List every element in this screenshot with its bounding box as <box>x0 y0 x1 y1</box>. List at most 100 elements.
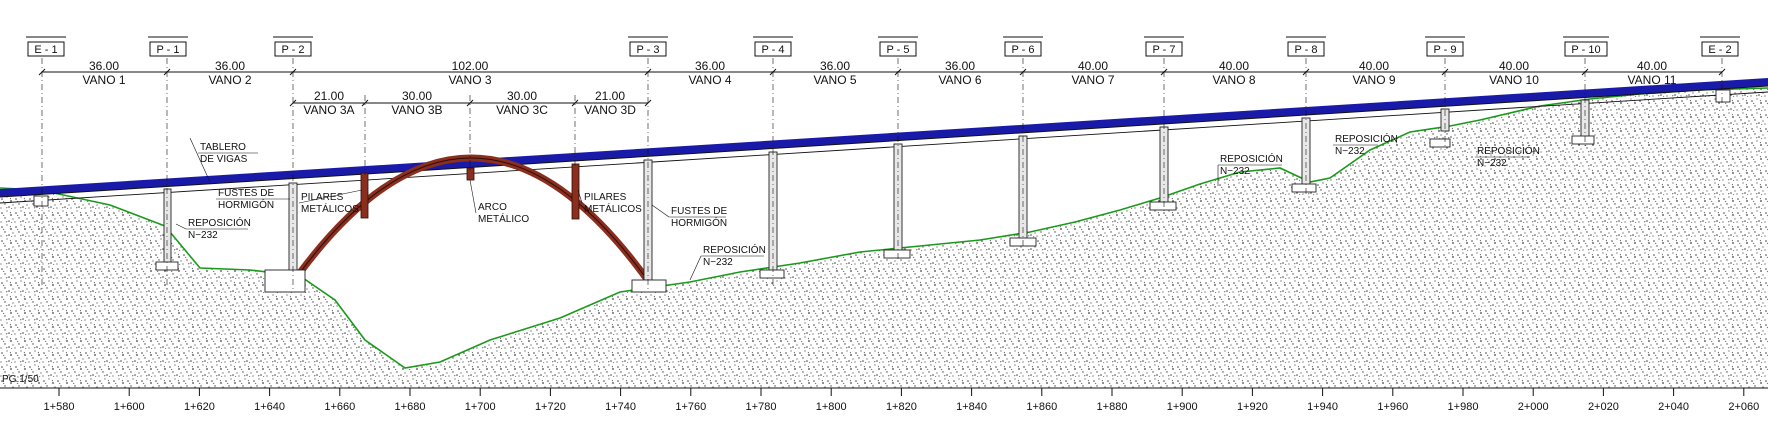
svg-text:P - 7: P - 7 <box>1152 44 1175 56</box>
span-3-length: 102.00 <box>452 59 489 73</box>
station-label: 1+840 <box>956 401 987 413</box>
callouts: TABLERO DE VIGAS FUSTES DE HORMIGÓN PILA… <box>2 132 1540 385</box>
svg-text:HORMIGÓN: HORMIGÓN <box>671 216 727 229</box>
station-label: 1+660 <box>324 401 355 413</box>
station-label: 1+620 <box>184 401 215 413</box>
svg-text:REPOSICIÓN: REPOSICIÓN <box>1220 152 1283 165</box>
svg-text:30.00: 30.00 <box>507 89 537 103</box>
svg-text:P - 2: P - 2 <box>281 44 304 56</box>
span-8-name: VANO 8 <box>1212 73 1255 87</box>
span-11-length: 40.00 <box>1637 59 1667 73</box>
station-label: 1+940 <box>1307 401 1338 413</box>
callout-pilares-left: PILARES METÁLICOS <box>298 189 363 215</box>
callout-reposicion-5: REPOSICIÓN N−232 <box>1475 144 1540 169</box>
span-dimension-line <box>38 68 1726 76</box>
support-tag-p4: P - 4 <box>753 36 793 285</box>
terrain-fill <box>0 88 1768 388</box>
station-label: 1+820 <box>886 401 917 413</box>
svg-text:P - 5: P - 5 <box>886 44 909 56</box>
support-tag-e2: E - 2 <box>1700 36 1740 104</box>
svg-text:FUSTES DE: FUSTES DE <box>671 206 727 217</box>
svg-text:FUSTES DE: FUSTES DE <box>218 188 274 199</box>
support-tags: E - 1 P - 1 P - 2 P - 3 P - 4 <box>26 36 1740 290</box>
station-label: 1+760 <box>675 401 706 413</box>
svg-text:ARCO: ARCO <box>478 202 507 213</box>
span-4-length: 36.00 <box>695 59 725 73</box>
span-labels: 36.00 VANO 1 36.00 VANO 2 102.00 VANO 3 … <box>82 59 1676 87</box>
svg-text:30.00: 30.00 <box>402 89 432 103</box>
sub-span-labels: 21.00 VANO 3A 30.00 VANO 3B 30.00 VANO 3… <box>303 89 636 117</box>
svg-text:P - 10: P - 10 <box>1571 44 1600 56</box>
station-axis: 1+580 1+600 1+620 1+640 1+660 1+680 1+700 1+720… <box>0 387 1768 413</box>
callout-fustes-left: FUSTES DE HORMIGÓN <box>216 188 290 211</box>
station-label: 1+680 <box>395 401 426 413</box>
svg-text:DE VIGAS: DE VIGAS <box>200 154 248 165</box>
svg-text:P - 9: P - 9 <box>1433 44 1456 56</box>
svg-text:REPOSICIÓN: REPOSICIÓN <box>1477 144 1540 157</box>
span-10-length: 40.00 <box>1499 59 1529 73</box>
svg-text:N−232: N−232 <box>1477 158 1507 169</box>
callout-reposicion-1: REPOSICIÓN N−232 <box>175 216 251 241</box>
station-label: 2+060 <box>1728 401 1759 413</box>
support-tag-p2: P - 2 <box>273 36 313 290</box>
svg-text:TABLERO: TABLERO <box>200 142 246 153</box>
svg-text:21.00: 21.00 <box>595 89 625 103</box>
svg-text:P - 8: P - 8 <box>1294 44 1317 56</box>
span-6-name: VANO 6 <box>938 73 981 87</box>
svg-text:METÁLICO: METÁLICO <box>478 212 529 225</box>
svg-text:REPOSICIÓN: REPOSICIÓN <box>1335 132 1398 145</box>
svg-text:P - 1: P - 1 <box>156 44 179 56</box>
support-tag-p8: P - 8 <box>1286 36 1326 194</box>
span-11-name: VANO 11 <box>1628 73 1677 87</box>
station-label: 2+040 <box>1658 401 1689 413</box>
callout-fustes-right: FUSTES DE HORMIGÓN <box>651 204 727 229</box>
svg-text:21.00: 21.00 <box>314 89 344 103</box>
span-5-name: VANO 5 <box>813 73 856 87</box>
station-label: 1+600 <box>114 401 145 413</box>
sub-span-dimension-line <box>289 95 652 175</box>
svg-text:METÁLICOS: METÁLICOS <box>301 202 359 215</box>
station-label: 1+980 <box>1448 401 1479 413</box>
station-label: 1+800 <box>816 401 847 413</box>
station-label: 1+580 <box>44 401 75 413</box>
station-label: 1+920 <box>1237 401 1268 413</box>
svg-text:N−232: N−232 <box>188 230 218 241</box>
steel-posts <box>360 163 580 220</box>
callout-reposicion-3: REPOSICIÓN N−232 <box>1217 152 1283 186</box>
station-label: 1+780 <box>746 401 777 413</box>
station-label: 1+900 <box>1167 401 1198 413</box>
span-9-name: VANO 9 <box>1352 73 1395 87</box>
callout-reposicion-4: REPOSICIÓN N−232 <box>1333 132 1398 157</box>
svg-text:METÁLICOS: METÁLICOS <box>584 202 642 215</box>
station-label: 2+020 <box>1588 401 1619 413</box>
svg-text:REPOSICIÓN: REPOSICIÓN <box>188 216 251 229</box>
station-label: 1+700 <box>465 401 496 413</box>
span-9-length: 40.00 <box>1359 59 1389 73</box>
callout-pilares-right: PILARES METÁLICOS <box>577 189 642 215</box>
support-tag-p3: P - 3 <box>628 36 668 290</box>
scale-label: PG:1/50 <box>2 374 39 385</box>
span-10-name: VANO 10 <box>1489 73 1539 87</box>
station-label: 1+740 <box>605 401 636 413</box>
span-1-name: VANO 1 <box>82 73 125 87</box>
span-2-length: 36.00 <box>215 59 245 73</box>
span-4-name: VANO 4 <box>688 73 731 87</box>
svg-text:HORMIGÓN: HORMIGÓN <box>218 198 274 211</box>
svg-text:VANO 3A: VANO 3A <box>303 103 354 117</box>
svg-text:E - 2: E - 2 <box>1708 44 1731 56</box>
svg-text:E - 1: E - 1 <box>34 44 57 56</box>
support-tag-p5: P - 5 <box>878 36 918 262</box>
svg-text:N−232: N−232 <box>703 257 733 268</box>
svg-text:P - 3: P - 3 <box>636 44 659 56</box>
callout-arco: ARCO METÁLICO <box>469 179 529 225</box>
svg-text:PILARES: PILARES <box>584 192 627 203</box>
station-label: 1+860 <box>1026 401 1057 413</box>
station-label: 1+960 <box>1377 401 1408 413</box>
steel-arch <box>293 154 649 281</box>
callout-reposicion-2: REPOSICIÓN N−232 <box>689 243 766 281</box>
span-7-length: 40.00 <box>1078 59 1108 73</box>
support-tag-e1: E - 1 <box>26 36 66 290</box>
svg-text:VANO 3D: VANO 3D <box>584 103 636 117</box>
svg-text:VANO 3C: VANO 3C <box>496 103 548 117</box>
